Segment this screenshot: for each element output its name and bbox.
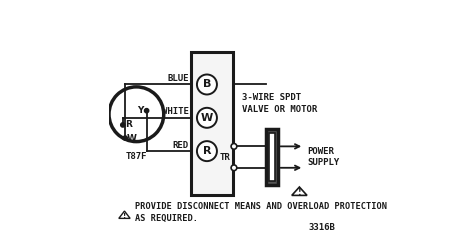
Text: T87F: T87F (125, 152, 147, 161)
Circle shape (197, 108, 217, 128)
Text: !: ! (297, 188, 301, 197)
Text: TR: TR (219, 153, 230, 162)
Text: BLUE: BLUE (167, 74, 188, 83)
Circle shape (231, 165, 236, 171)
Circle shape (197, 141, 217, 161)
Bar (268, 133, 274, 181)
Text: B: B (202, 79, 211, 89)
Text: 3-WIRE SPDT
VALVE OR MOTOR: 3-WIRE SPDT VALVE OR MOTOR (242, 94, 317, 114)
Circle shape (231, 144, 236, 149)
Text: R: R (125, 120, 132, 129)
Bar (191, 52, 232, 195)
Text: POWER
SUPPLY: POWER SUPPLY (307, 147, 339, 167)
Text: PROVIDE DISCONNECT MEANS AND OVERLOAD PROTECTION
AS REQUIRED.: PROVIDE DISCONNECT MEANS AND OVERLOAD PR… (135, 202, 386, 223)
Text: R: R (202, 146, 211, 156)
Text: 3316B: 3316B (308, 223, 334, 232)
Bar (266, 129, 277, 185)
Text: !: ! (122, 213, 126, 219)
Text: WHITE: WHITE (162, 107, 188, 116)
Text: RED: RED (172, 141, 188, 150)
Circle shape (123, 136, 127, 140)
Circle shape (144, 109, 148, 113)
Circle shape (197, 74, 217, 94)
Text: W: W (200, 113, 212, 123)
Circle shape (121, 123, 125, 127)
Text: W: W (126, 134, 136, 143)
Text: Y: Y (136, 106, 143, 115)
